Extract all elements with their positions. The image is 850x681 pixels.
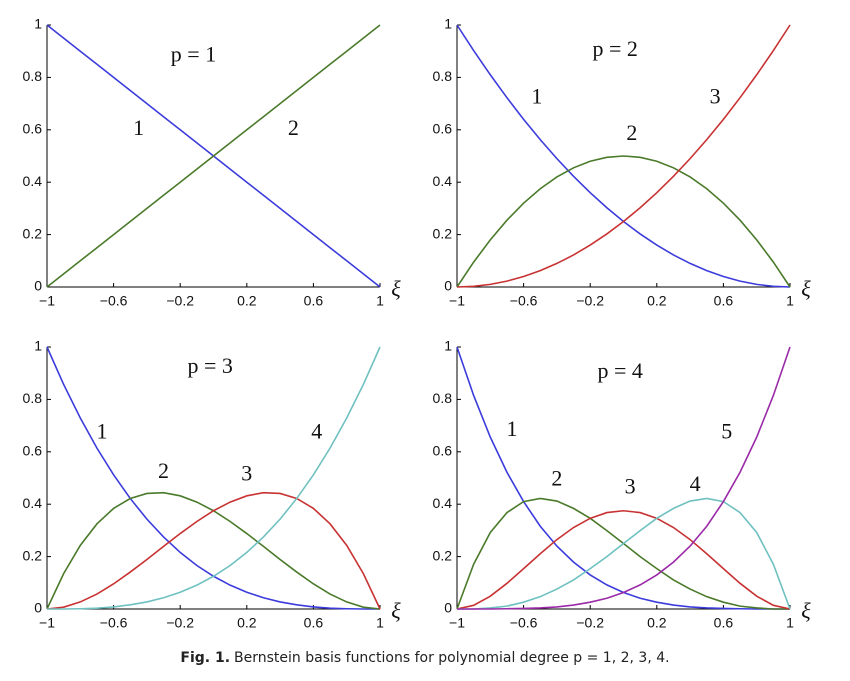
y-tick-label: 0.8 — [433, 390, 453, 406]
curve — [456, 24, 791, 288]
y-tick-label: 0 — [34, 278, 42, 294]
curve — [46, 346, 380, 610]
x-tick-label: 1 — [376, 615, 384, 631]
x-tick-label: −0.6 — [100, 293, 128, 309]
y-tick-label: 0.4 — [23, 495, 43, 511]
x-tick-label: 0.6 — [714, 615, 734, 631]
panel-title: p = 4 — [597, 358, 642, 383]
curve — [456, 155, 791, 288]
y-tick-label: 0.4 — [433, 495, 453, 511]
panel-title: p = 2 — [592, 36, 637, 61]
curve-label: 2 — [158, 458, 169, 483]
y-tick-label: 0.6 — [23, 443, 43, 459]
curve — [46, 24, 381, 288]
curve-label: 4 — [690, 471, 701, 496]
curve-label: 1 — [133, 115, 144, 140]
x-tick-label: −0.2 — [576, 293, 604, 309]
x-tick-label: −0.6 — [100, 615, 128, 631]
y-tick-label: 0.8 — [23, 68, 43, 84]
curve-label: 2 — [551, 466, 562, 491]
curve — [456, 346, 790, 610]
x-axis-label: ξ — [801, 598, 811, 623]
curve — [47, 346, 381, 610]
x-axis-label: ξ — [391, 598, 401, 623]
curve — [457, 497, 791, 610]
y-tick-label: 0.2 — [23, 225, 43, 241]
curve-label: 2 — [288, 115, 299, 140]
x-tick-label: −1 — [39, 293, 55, 309]
x-tick-label: 0.6 — [714, 293, 734, 309]
x-tick-label: 0.2 — [647, 293, 667, 309]
panel-title: p = 3 — [187, 353, 232, 378]
caption-text: Bernstein basis functions for polynomial… — [234, 650, 670, 666]
caption: Fig. 1. Bernstein basis functions for pol… — [0, 650, 850, 666]
curve-label: 2 — [626, 120, 637, 145]
y-tick-label: 1 — [444, 16, 452, 32]
y-tick-label: 0.2 — [23, 547, 43, 563]
curve-label: 3 — [710, 83, 721, 108]
y-tick-label: 0.4 — [433, 173, 453, 189]
y-tick-label: 1 — [34, 338, 42, 354]
curve-label: 3 — [625, 474, 636, 499]
x-tick-label: 0.6 — [304, 615, 324, 631]
curve-label: 1 — [506, 416, 517, 441]
x-tick-label: 1 — [786, 615, 794, 631]
y-tick-label: 0 — [444, 278, 452, 294]
x-tick-label: 0.2 — [237, 615, 257, 631]
x-tick-label: −1 — [449, 293, 465, 309]
x-axis-label: ξ — [391, 276, 401, 301]
curve-label: 5 — [721, 419, 732, 444]
curve-label: 3 — [241, 460, 252, 485]
y-tick-label: 0.6 — [433, 443, 453, 459]
y-tick-label: 0.8 — [23, 390, 43, 406]
panel-title: p = 1 — [171, 41, 216, 66]
y-tick-label: 0.4 — [23, 173, 43, 189]
curve-label: 1 — [96, 419, 107, 444]
y-tick-label: 0.6 — [23, 121, 43, 137]
curve — [457, 346, 791, 610]
y-tick-label: 0.2 — [433, 225, 453, 241]
caption-label: Fig. 1. — [180, 650, 231, 666]
x-tick-label: 0.2 — [237, 293, 257, 309]
x-tick-label: −0.2 — [166, 293, 194, 309]
x-tick-label: −0.6 — [510, 615, 538, 631]
y-tick-label: 1 — [444, 338, 452, 354]
curve — [46, 491, 381, 610]
x-axis-label: ξ — [801, 276, 811, 301]
x-tick-label: −0.2 — [166, 615, 194, 631]
y-tick-label: 0 — [34, 600, 42, 616]
y-tick-label: 0.2 — [433, 547, 453, 563]
x-tick-label: 0.2 — [647, 615, 667, 631]
y-tick-label: 0.8 — [433, 68, 453, 84]
x-tick-label: −0.2 — [576, 615, 604, 631]
curve — [456, 509, 791, 610]
y-tick-label: 0 — [444, 600, 452, 616]
x-tick-label: −0.6 — [510, 293, 538, 309]
y-tick-label: 1 — [34, 16, 42, 32]
curve-label: 4 — [311, 419, 322, 444]
curve-label: 1 — [531, 83, 542, 108]
x-tick-label: 0.6 — [304, 293, 324, 309]
x-tick-label: −1 — [39, 615, 55, 631]
chart: 00.20.40.60.81−1 −0.6 −0.2 0.2 0.6 1 ξp = 11 20… — [23, 16, 812, 631]
y-tick-label: 0.6 — [433, 121, 453, 137]
x-tick-label: 1 — [786, 293, 794, 309]
x-tick-label: 1 — [376, 293, 384, 309]
x-tick-label: −1 — [449, 615, 465, 631]
